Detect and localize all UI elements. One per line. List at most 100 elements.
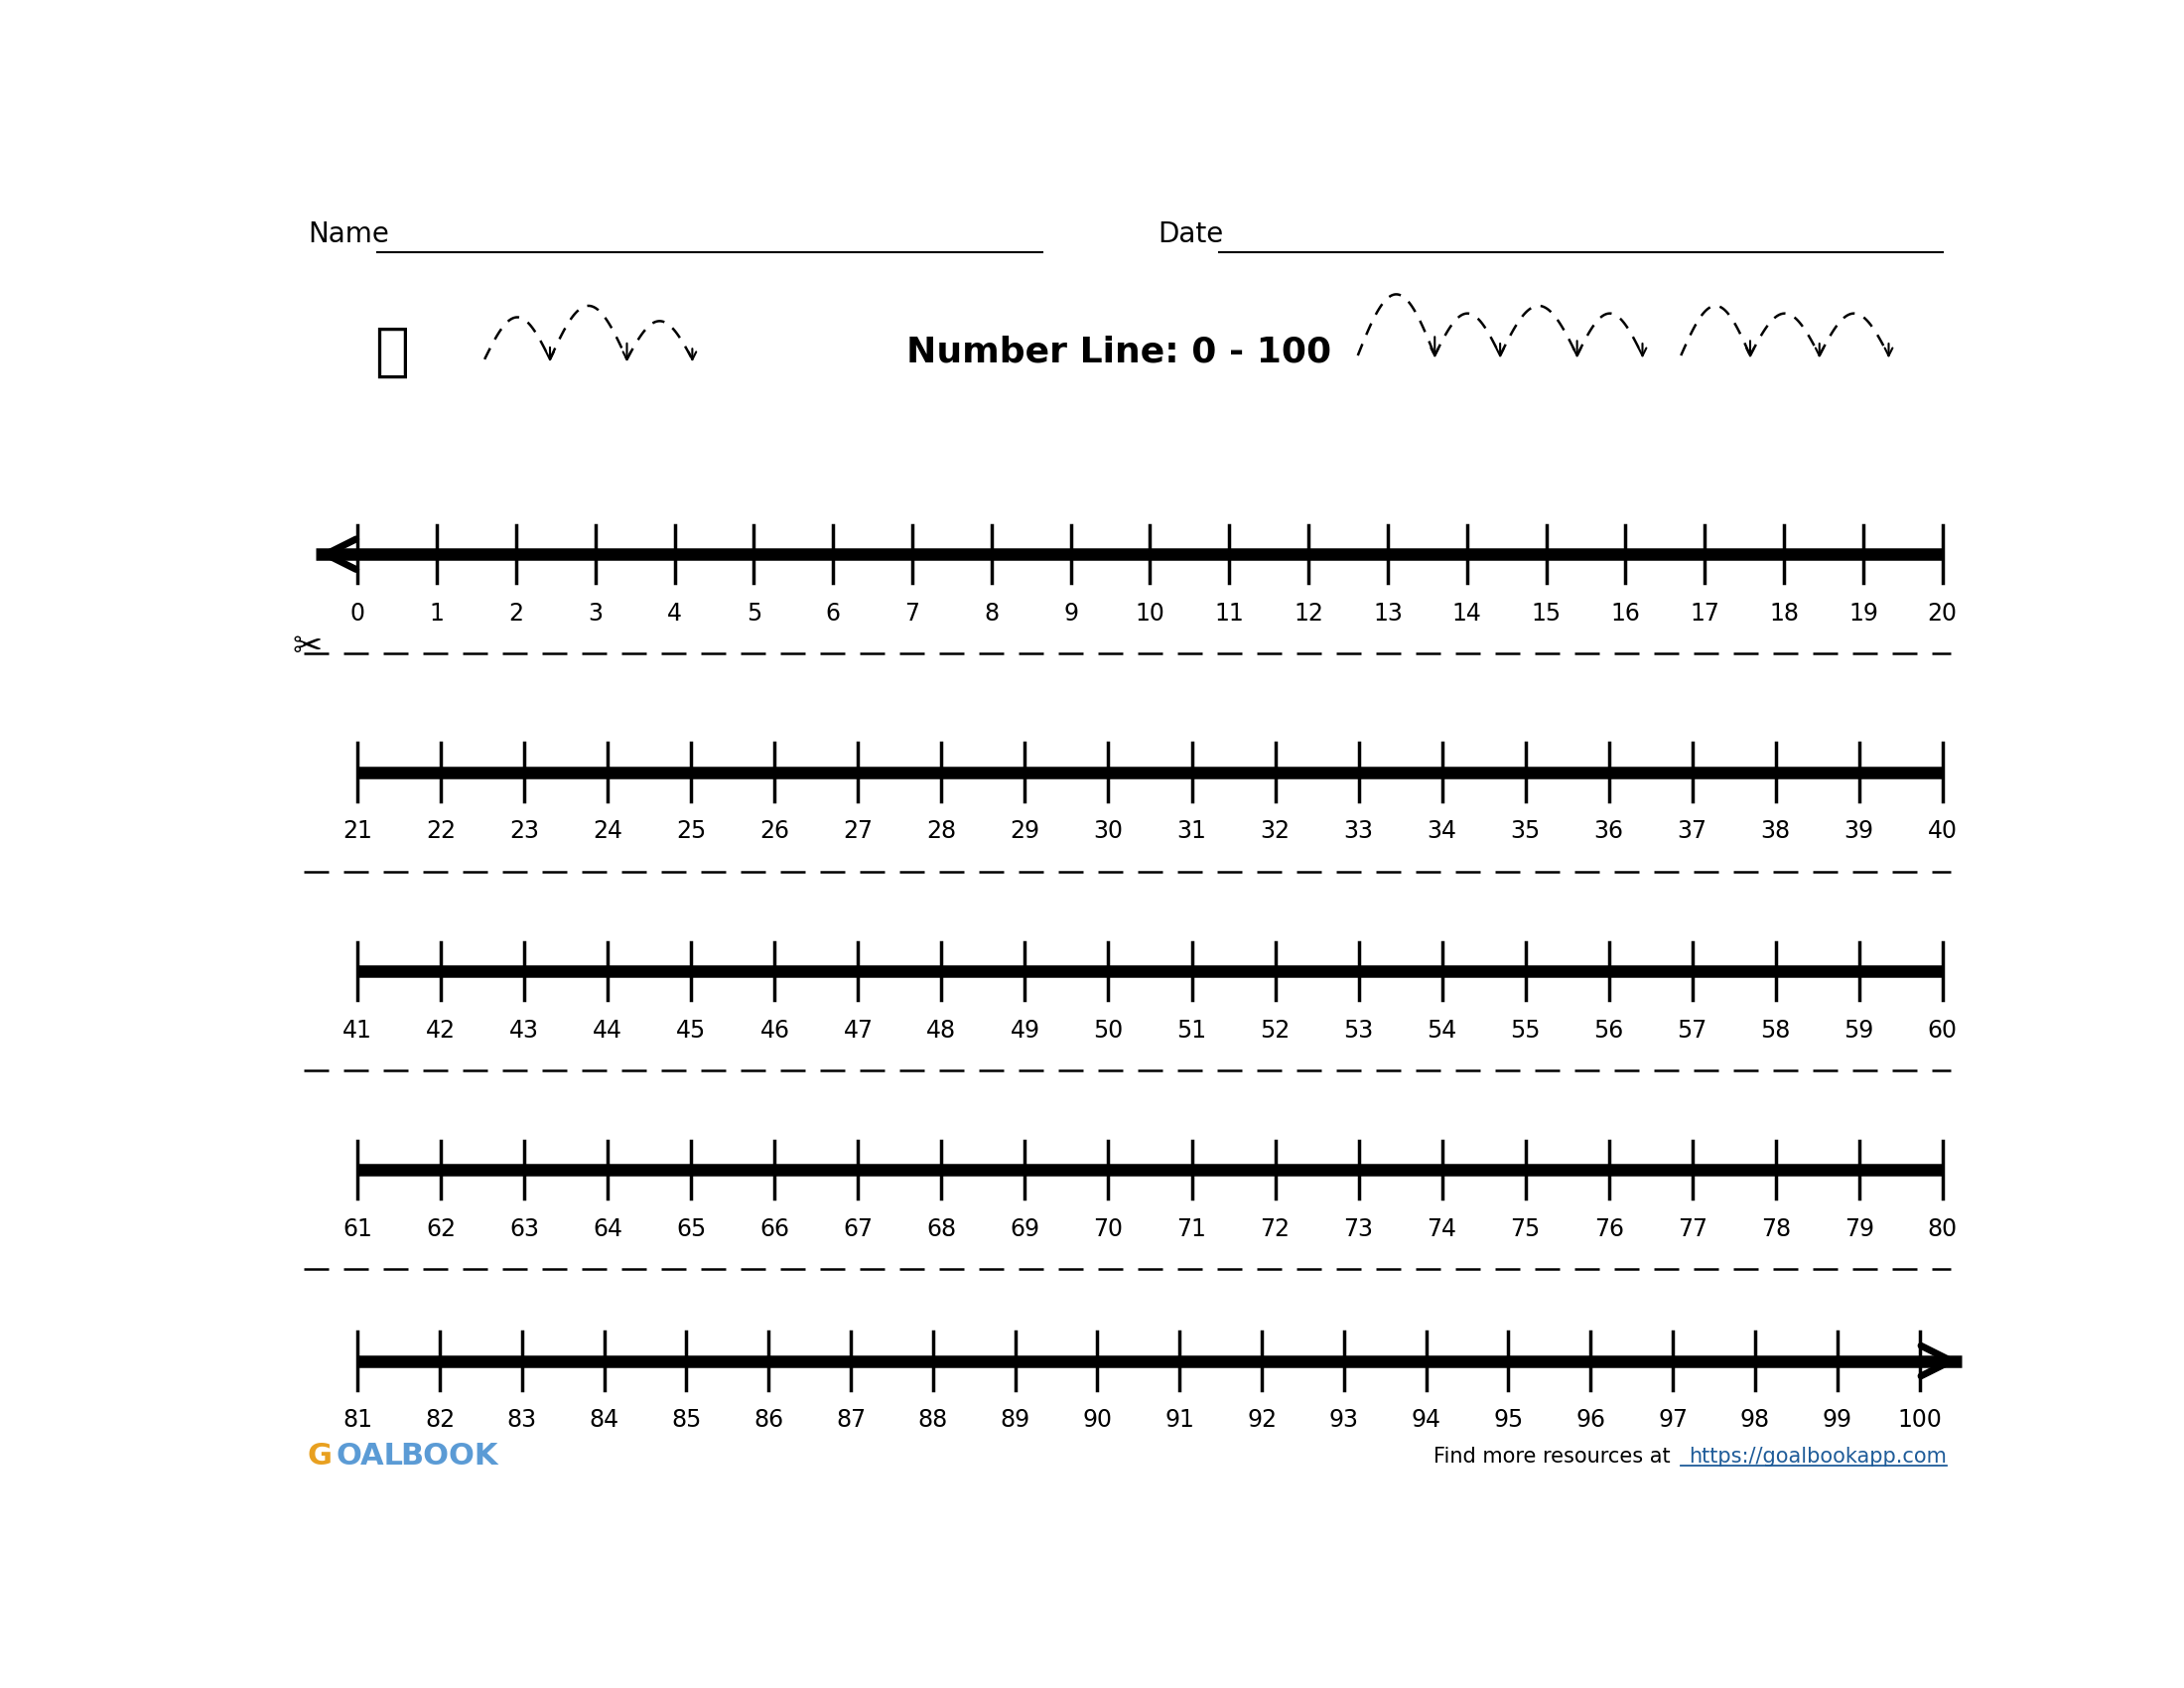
- Text: 90: 90: [1083, 1408, 1112, 1431]
- Text: 69: 69: [1009, 1217, 1040, 1241]
- Text: 98: 98: [1741, 1408, 1769, 1431]
- Text: 8: 8: [985, 601, 998, 626]
- Text: 38: 38: [1760, 820, 1791, 844]
- Text: 75: 75: [1511, 1217, 1540, 1241]
- Text: 36: 36: [1594, 820, 1623, 844]
- Text: 67: 67: [843, 1217, 874, 1241]
- Text: 44: 44: [594, 1018, 622, 1041]
- Text: 80: 80: [1928, 1217, 1957, 1241]
- Text: Date: Date: [1158, 221, 1223, 248]
- Text: 15: 15: [1531, 601, 1562, 626]
- Text: 2: 2: [509, 601, 524, 626]
- Text: 6: 6: [826, 601, 841, 626]
- Text: 96: 96: [1575, 1408, 1605, 1431]
- Text: 10: 10: [1136, 601, 1164, 626]
- Text: 32: 32: [1260, 820, 1291, 844]
- Text: 47: 47: [843, 1018, 874, 1041]
- Text: 89: 89: [1000, 1408, 1031, 1431]
- Text: 64: 64: [594, 1217, 622, 1241]
- Text: 68: 68: [926, 1217, 957, 1241]
- Text: 41: 41: [343, 1018, 373, 1041]
- Text: 74: 74: [1426, 1217, 1457, 1241]
- Text: 100: 100: [1898, 1408, 1942, 1431]
- Text: 42: 42: [426, 1018, 456, 1041]
- Text: 21: 21: [343, 820, 373, 844]
- Text: 28: 28: [926, 820, 957, 844]
- Text: https://goalbookapp.com: https://goalbookapp.com: [1688, 1447, 1946, 1467]
- Text: 76: 76: [1594, 1217, 1623, 1241]
- Text: OAL: OAL: [336, 1442, 404, 1470]
- Text: 17: 17: [1690, 601, 1719, 626]
- Text: 52: 52: [1260, 1018, 1291, 1041]
- Text: ✂: ✂: [293, 631, 323, 665]
- Text: 54: 54: [1426, 1018, 1457, 1041]
- Text: 37: 37: [1677, 820, 1708, 844]
- Text: 43: 43: [509, 1018, 539, 1041]
- Text: 65: 65: [677, 1217, 705, 1241]
- Text: 93: 93: [1330, 1408, 1358, 1431]
- Text: 86: 86: [753, 1408, 784, 1431]
- Text: 62: 62: [426, 1217, 456, 1241]
- Text: 22: 22: [426, 820, 456, 844]
- Text: Number Line: 0 - 100: Number Line: 0 - 100: [906, 334, 1332, 368]
- Text: 66: 66: [760, 1217, 791, 1241]
- Text: 31: 31: [1177, 820, 1206, 844]
- Text: 29: 29: [1009, 820, 1040, 844]
- Text: Find more resources at: Find more resources at: [1433, 1447, 1677, 1467]
- Text: 30: 30: [1094, 820, 1123, 844]
- Text: 99: 99: [1821, 1408, 1852, 1431]
- Text: 71: 71: [1177, 1217, 1206, 1241]
- Text: 72: 72: [1260, 1217, 1291, 1241]
- Text: 55: 55: [1511, 1018, 1540, 1041]
- Text: 🐸: 🐸: [376, 324, 411, 380]
- Text: 58: 58: [1760, 1018, 1791, 1041]
- Text: 25: 25: [677, 820, 705, 844]
- Text: 57: 57: [1677, 1018, 1708, 1041]
- Text: 83: 83: [507, 1408, 537, 1431]
- Text: 95: 95: [1494, 1408, 1524, 1431]
- Text: 14: 14: [1452, 601, 1483, 626]
- Text: 61: 61: [343, 1217, 373, 1241]
- Text: 94: 94: [1411, 1408, 1441, 1431]
- Text: 97: 97: [1658, 1408, 1688, 1431]
- Text: 45: 45: [677, 1018, 705, 1041]
- Text: 81: 81: [343, 1408, 373, 1431]
- Text: 19: 19: [1848, 601, 1878, 626]
- Text: 5: 5: [747, 601, 762, 626]
- Text: 1: 1: [430, 601, 443, 626]
- Text: 9: 9: [1064, 601, 1079, 626]
- Text: 87: 87: [836, 1408, 865, 1431]
- Text: 49: 49: [1009, 1018, 1040, 1041]
- Text: 27: 27: [843, 820, 874, 844]
- Text: 51: 51: [1177, 1018, 1208, 1041]
- Text: 77: 77: [1677, 1217, 1708, 1241]
- Text: 24: 24: [594, 820, 622, 844]
- Text: 70: 70: [1094, 1217, 1123, 1241]
- Text: 53: 53: [1343, 1018, 1374, 1041]
- Text: 73: 73: [1343, 1217, 1374, 1241]
- Text: 46: 46: [760, 1018, 791, 1041]
- Text: 18: 18: [1769, 601, 1800, 626]
- Text: 34: 34: [1426, 820, 1457, 844]
- Text: 39: 39: [1843, 820, 1874, 844]
- Text: 78: 78: [1760, 1217, 1791, 1241]
- Text: 63: 63: [509, 1217, 539, 1241]
- Text: 3: 3: [587, 601, 603, 626]
- Text: 35: 35: [1511, 820, 1540, 844]
- Text: 12: 12: [1293, 601, 1324, 626]
- Text: 85: 85: [670, 1408, 701, 1431]
- Text: Name: Name: [308, 221, 389, 248]
- Text: 60: 60: [1928, 1018, 1957, 1041]
- Text: 40: 40: [1928, 820, 1957, 844]
- Text: 13: 13: [1374, 601, 1402, 626]
- Text: 50: 50: [1094, 1018, 1123, 1041]
- Text: 4: 4: [666, 601, 681, 626]
- Text: BOOK: BOOK: [400, 1442, 498, 1470]
- Text: 11: 11: [1214, 601, 1245, 626]
- Text: 59: 59: [1843, 1018, 1874, 1041]
- Text: 92: 92: [1247, 1408, 1278, 1431]
- Text: 7: 7: [904, 601, 919, 626]
- Text: 91: 91: [1164, 1408, 1195, 1431]
- Text: 23: 23: [509, 820, 539, 844]
- Text: 88: 88: [917, 1408, 948, 1431]
